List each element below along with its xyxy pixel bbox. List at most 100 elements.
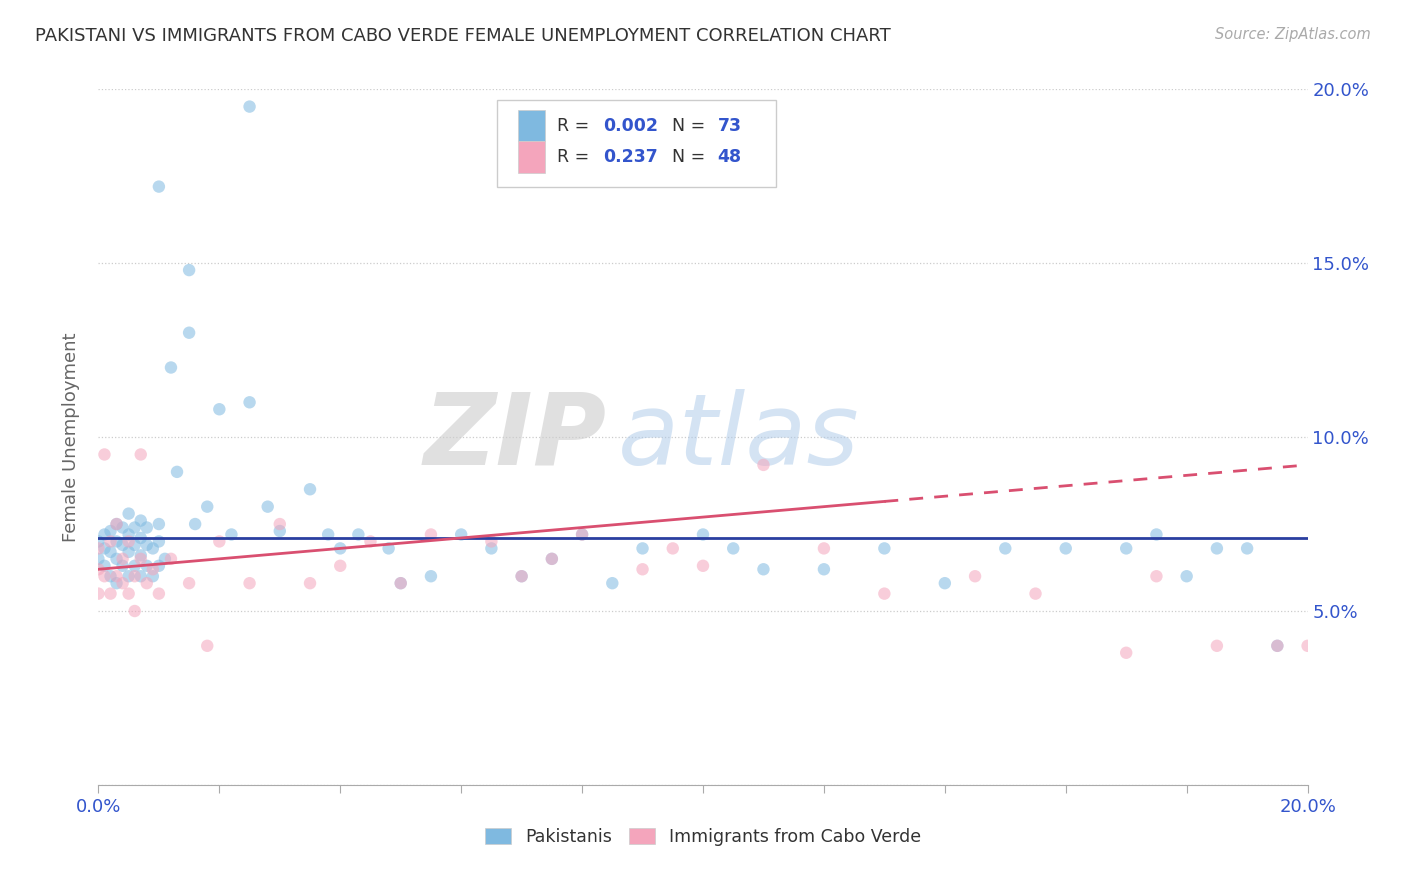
Point [100, 569, 122, 583]
Point [93, 527, 115, 541]
Point [813, 541, 835, 556]
Point [1206, 639, 1229, 653]
Point [124, 520, 146, 534]
Point [179, 326, 201, 340]
Point [100, 534, 122, 549]
Point [148, 179, 170, 194]
Point [129, 531, 152, 545]
Point [105, 569, 128, 583]
Point [631, 541, 654, 556]
Point [129, 514, 152, 528]
Point [420, 569, 443, 583]
Point [124, 538, 146, 552]
Point [631, 562, 654, 576]
Point [118, 545, 141, 559]
Point [129, 447, 152, 462]
Point [420, 527, 443, 541]
Point [118, 507, 141, 521]
Point [347, 527, 370, 541]
Point [692, 558, 714, 573]
Point [540, 551, 562, 566]
Point [87, 534, 110, 549]
FancyBboxPatch shape [517, 110, 544, 141]
Point [129, 569, 152, 583]
Text: N =: N = [672, 117, 710, 135]
Point [239, 576, 262, 591]
Point [148, 558, 170, 573]
Point [1054, 541, 1077, 556]
Point [118, 527, 141, 541]
Text: PAKISTANI VS IMMIGRANTS FROM CABO VERDE FEMALE UNEMPLOYMENT CORRELATION CHART: PAKISTANI VS IMMIGRANTS FROM CABO VERDE … [35, 27, 891, 45]
Point [221, 527, 243, 541]
Point [195, 500, 218, 514]
Point [1115, 646, 1137, 660]
Point [1115, 541, 1137, 556]
Point [111, 558, 134, 573]
Point [124, 604, 146, 618]
Point [166, 465, 188, 479]
Point [142, 569, 165, 583]
Point [994, 541, 1017, 556]
Point [1267, 639, 1289, 653]
Point [450, 527, 472, 541]
Point [389, 576, 412, 591]
Text: Source: ZipAtlas.com: Source: ZipAtlas.com [1215, 27, 1371, 42]
Point [184, 516, 207, 531]
Point [148, 534, 170, 549]
Point [269, 516, 291, 531]
Point [1175, 569, 1198, 583]
Point [813, 562, 835, 576]
Point [105, 576, 128, 591]
Point [329, 558, 352, 573]
Point [299, 576, 322, 591]
Point [111, 551, 134, 566]
Point [179, 576, 201, 591]
Point [256, 500, 278, 514]
Point [602, 576, 624, 591]
Point [135, 576, 157, 591]
Point [752, 562, 775, 576]
Text: N =: N = [672, 148, 710, 166]
Text: ZIP: ZIP [423, 389, 606, 485]
Point [105, 534, 128, 549]
Point [118, 534, 141, 549]
Point [873, 541, 896, 556]
Point [142, 541, 165, 556]
Point [179, 263, 201, 277]
Point [124, 558, 146, 573]
Point [540, 551, 562, 566]
Legend: Pakistanis, Immigrants from Cabo Verde: Pakistanis, Immigrants from Cabo Verde [478, 821, 928, 853]
Text: R =: R = [557, 148, 595, 166]
Point [510, 569, 533, 583]
Point [377, 541, 399, 556]
Point [87, 562, 110, 576]
Point [135, 558, 157, 573]
Point [1236, 541, 1258, 556]
Point [100, 524, 122, 538]
Point [239, 99, 262, 113]
Point [1267, 639, 1289, 653]
Point [661, 541, 683, 556]
Point [1144, 569, 1167, 583]
Point [105, 516, 128, 531]
Point [105, 516, 128, 531]
Point [100, 545, 122, 559]
Point [360, 534, 382, 549]
Point [208, 534, 231, 549]
FancyBboxPatch shape [498, 100, 776, 186]
Point [160, 551, 183, 566]
Point [195, 639, 218, 653]
Point [111, 520, 134, 534]
Point [93, 541, 115, 556]
Point [105, 551, 128, 566]
Point [111, 576, 134, 591]
Point [316, 527, 339, 541]
Point [118, 569, 141, 583]
Point [129, 551, 152, 566]
Point [87, 551, 110, 566]
Point [124, 569, 146, 583]
Point [1206, 541, 1229, 556]
Point [118, 587, 141, 601]
Point [1296, 639, 1319, 653]
Point [299, 482, 322, 496]
